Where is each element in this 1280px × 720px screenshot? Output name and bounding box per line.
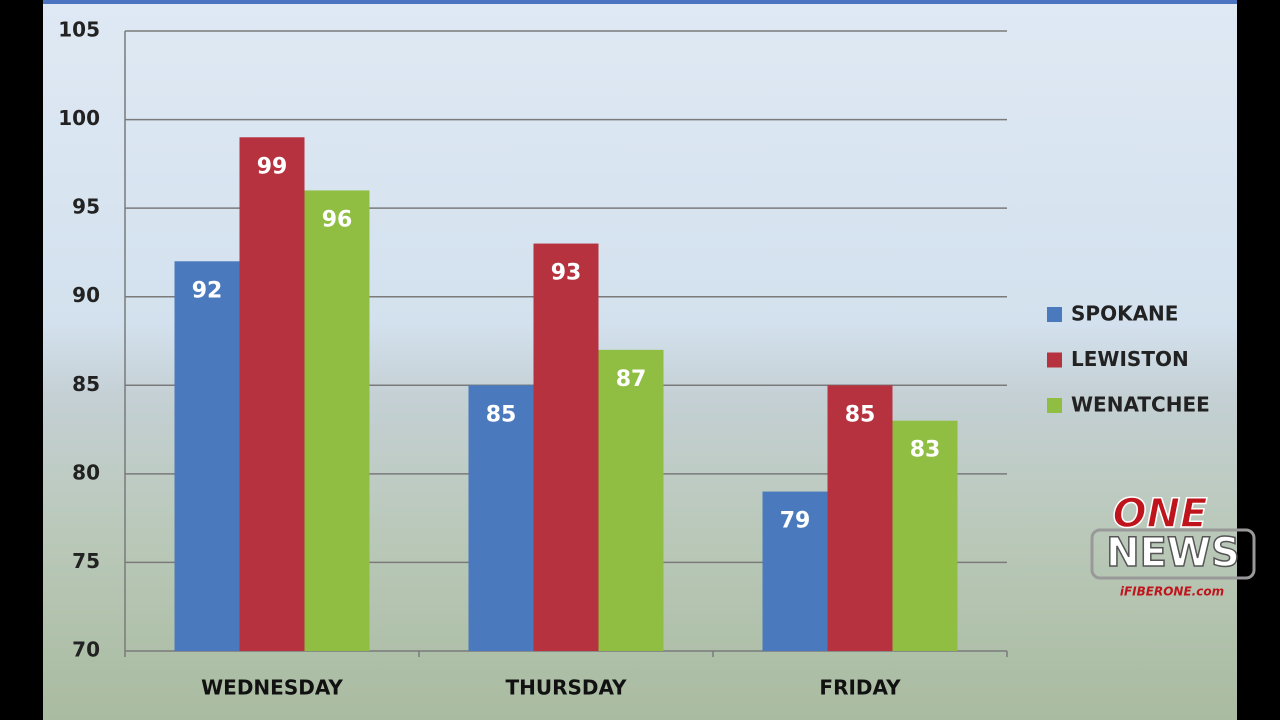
logo: ONE NEWS iFIBERONE.com bbox=[1090, 490, 1256, 599]
bar bbox=[239, 137, 305, 652]
y-tick-label: 95 bbox=[72, 195, 100, 219]
x-tick-label: FRIDAY bbox=[819, 676, 901, 700]
value-label: 85 bbox=[486, 402, 517, 427]
bar bbox=[762, 491, 828, 651]
bar bbox=[892, 420, 958, 651]
legend-label: WENATCHEE bbox=[1071, 393, 1210, 417]
legend-swatch bbox=[1047, 398, 1062, 413]
logo-site: iFIBERONE.com bbox=[1120, 585, 1224, 599]
bar bbox=[174, 261, 240, 651]
y-tick-label: 70 bbox=[72, 638, 100, 662]
legend-swatch bbox=[1047, 352, 1062, 368]
legend-label: SPOKANE bbox=[1071, 302, 1178, 326]
y-tick-label: 75 bbox=[72, 549, 100, 573]
bar bbox=[827, 385, 893, 651]
x-tick-label: WEDNESDAY bbox=[201, 676, 343, 700]
y-tick-label: 85 bbox=[72, 372, 100, 396]
y-tick-label: 105 bbox=[58, 18, 100, 42]
logo-news: NEWS bbox=[1106, 530, 1240, 576]
value-label: 93 bbox=[551, 261, 582, 286]
value-label: 99 bbox=[257, 154, 288, 179]
value-label: 79 bbox=[780, 509, 811, 534]
logo-frame bbox=[1090, 528, 1256, 580]
bar bbox=[533, 243, 599, 652]
value-label: 92 bbox=[192, 278, 223, 303]
bar bbox=[304, 190, 370, 651]
legend-swatch bbox=[1047, 307, 1062, 322]
value-label: 83 bbox=[910, 438, 941, 463]
bar bbox=[468, 385, 534, 651]
top-border bbox=[43, 0, 1237, 4]
value-label: 87 bbox=[616, 367, 647, 392]
legend-label: LEWISTON bbox=[1071, 347, 1189, 371]
x-tick-label: THURSDAY bbox=[505, 676, 627, 700]
y-tick-label: 100 bbox=[58, 106, 100, 130]
y-tick-label: 80 bbox=[72, 460, 100, 484]
y-tick-label: 90 bbox=[72, 283, 100, 307]
bar bbox=[598, 349, 664, 651]
value-label: 85 bbox=[845, 402, 876, 427]
value-label: 96 bbox=[322, 207, 353, 232]
